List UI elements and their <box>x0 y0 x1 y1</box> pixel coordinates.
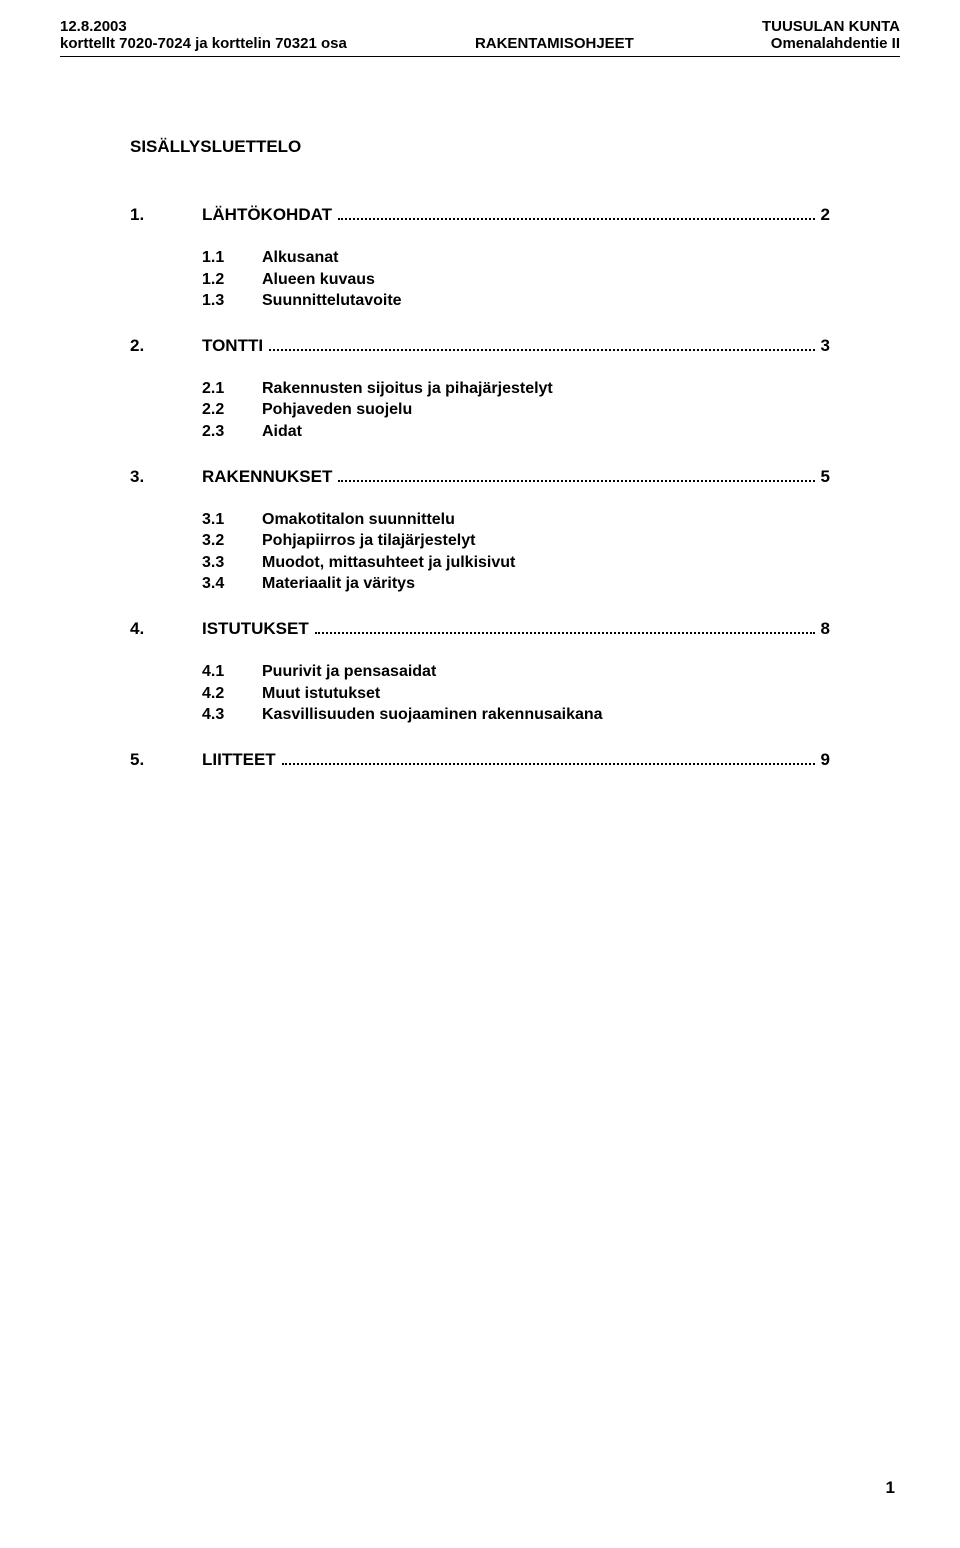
toc-sub-label: Aidat <box>262 421 302 443</box>
toc-sub-block: 3.1Omakotitalon suunnittelu3.2Pohjapiirr… <box>202 509 830 595</box>
page-header: 12.8.2003 korttellt 7020-7024 ja korttel… <box>0 0 960 56</box>
toc-section-number: 5. <box>130 750 202 770</box>
toc-page-number: 5 <box>821 467 830 487</box>
toc-leader-dots <box>338 218 815 220</box>
toc-sub-line: 1.3Suunnittelutavoite <box>202 290 830 312</box>
toc-sub-label: Kasvillisuuden suojaaminen rakennusaikan… <box>262 704 603 726</box>
toc-section-label: ISTUTUKSET <box>202 619 309 639</box>
toc-leader-dots <box>282 763 815 765</box>
toc-sub-line: 2.3Aidat <box>202 421 830 443</box>
toc-sub-number: 2.1 <box>202 378 262 400</box>
toc-sub-line: 1.1Alkusanat <box>202 247 830 269</box>
toc-sub-label: Pohjapiirros ja tilajärjestelyt <box>262 530 475 552</box>
toc-sub-number: 1.2 <box>202 269 262 291</box>
toc-sub-number: 4.3 <box>202 704 262 726</box>
toc-page-number: 3 <box>821 336 830 356</box>
toc-section-number: 3. <box>130 467 202 487</box>
toc-sub-line: 3.2Pohjapiirros ja tilajärjestelyt <box>202 530 830 552</box>
toc-sub-line: 4.2Muut istutukset <box>202 683 830 705</box>
toc-container: 1.LÄHTÖKOHDAT 2 1.1Alkusanat1.2Alueen kuva… <box>130 205 830 770</box>
toc-sub-number: 1.1 <box>202 247 262 269</box>
toc-sub-label: Muut istutukset <box>262 683 380 705</box>
header-center-text: RAKENTAMISOHJEET <box>475 35 634 52</box>
toc-title: SISÄLLYSLUETTELO <box>130 137 830 157</box>
toc-sub-label: Rakennusten sijoitus ja pihajärjestelyt <box>262 378 553 400</box>
toc-sub-label: Pohjaveden suojelu <box>262 399 412 421</box>
content: SISÄLLYSLUETTELO 1.LÄHTÖKOHDAT 2 1.1Alkusa… <box>0 57 960 770</box>
toc-leader-dots <box>315 632 815 634</box>
toc-sub-label: Omakotitalon suunnittelu <box>262 509 455 531</box>
header-right-line1: TUUSULAN KUNTA <box>762 18 900 35</box>
toc-sub-line: 4.1Puurivit ja pensasaidat <box>202 661 830 683</box>
toc-leader-dots <box>338 480 814 482</box>
toc-section-number: 1. <box>130 205 202 225</box>
toc-page-number: 8 <box>821 619 830 639</box>
toc-sub-number: 2.2 <box>202 399 262 421</box>
toc-sub-line: 4.3Kasvillisuuden suojaaminen rakennusai… <box>202 704 830 726</box>
toc-sub-block: 2.1Rakennusten sijoitus ja pihajärjestel… <box>202 378 830 443</box>
page-number: 1 <box>886 1478 895 1498</box>
toc-sub-number: 3.1 <box>202 509 262 531</box>
toc-sub-block: 1.1Alkusanat1.2Alueen kuvaus1.3Suunnitte… <box>202 247 830 312</box>
toc-section: 2.TONTTI 3 <box>130 336 830 356</box>
toc-sub-label: Alueen kuvaus <box>262 269 375 291</box>
toc-sub-line: 2.2Pohjaveden suojelu <box>202 399 830 421</box>
toc-sub-label: Alkusanat <box>262 247 338 269</box>
toc-sub-number: 4.2 <box>202 683 262 705</box>
toc-section: 5.LIITTEET 9 <box>130 750 830 770</box>
header-right-line2: Omenalahdentie II <box>762 35 900 52</box>
toc-section: 3.RAKENNUKSET 5 <box>130 467 830 487</box>
toc-section-number: 4. <box>130 619 202 639</box>
toc-sub-label: Suunnittelutavoite <box>262 290 402 312</box>
header-left-line2: korttellt 7020-7024 ja korttelin 70321 o… <box>60 35 347 52</box>
toc-section: 1.LÄHTÖKOHDAT 2 <box>130 205 830 225</box>
toc-page-number: 2 <box>821 205 830 225</box>
header-date: 12.8.2003 <box>60 18 347 35</box>
header-right: TUUSULAN KUNTA Omenalahdentie II <box>762 18 900 52</box>
toc-sub-line: 3.3Muodot, mittasuhteet ja julkisivut <box>202 552 830 574</box>
toc-sub-number: 3.2 <box>202 530 262 552</box>
toc-page-number: 9 <box>821 750 830 770</box>
toc-section-number: 2. <box>130 336 202 356</box>
toc-sub-block: 4.1Puurivit ja pensasaidat4.2Muut istutu… <box>202 661 830 726</box>
toc-leader-dots <box>269 349 814 351</box>
toc-sub-label: Puurivit ja pensasaidat <box>262 661 436 683</box>
toc-section-label: TONTTI <box>202 336 263 356</box>
toc-section-label: RAKENNUKSET <box>202 467 332 487</box>
header-center: RAKENTAMISOHJEET <box>475 35 634 52</box>
toc-sub-number: 3.4 <box>202 573 262 595</box>
toc-sub-line: 3.4Materiaalit ja väritys <box>202 573 830 595</box>
toc-sub-number: 2.3 <box>202 421 262 443</box>
toc-sub-number: 3.3 <box>202 552 262 574</box>
toc-sub-line: 3.1Omakotitalon suunnittelu <box>202 509 830 531</box>
toc-sub-line: 2.1Rakennusten sijoitus ja pihajärjestel… <box>202 378 830 400</box>
toc-sub-number: 4.1 <box>202 661 262 683</box>
toc-section-label: LIITTEET <box>202 750 276 770</box>
toc-sub-label: Muodot, mittasuhteet ja julkisivut <box>262 552 515 574</box>
toc-section: 4.ISTUTUKSET 8 <box>130 619 830 639</box>
toc-sub-number: 1.3 <box>202 290 262 312</box>
toc-section-label: LÄHTÖKOHDAT <box>202 205 332 225</box>
toc-sub-line: 1.2Alueen kuvaus <box>202 269 830 291</box>
header-left: 12.8.2003 korttellt 7020-7024 ja korttel… <box>60 18 347 52</box>
toc-sub-label: Materiaalit ja väritys <box>262 573 415 595</box>
